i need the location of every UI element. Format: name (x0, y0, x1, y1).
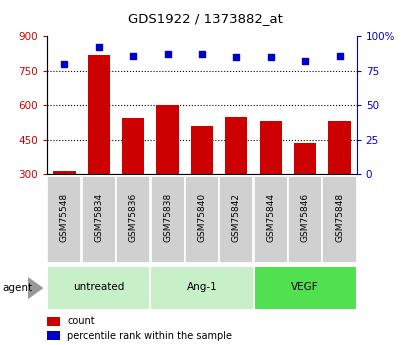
Point (61, 61, 67, 67)
Bar (328, 121, 350, 174)
Text: GSM75844: GSM75844 (265, 193, 274, 242)
Text: GSM75848: GSM75848 (334, 193, 343, 242)
Text: Ang-1: Ang-1 (186, 282, 217, 292)
Point (301, 58, 308, 64)
Bar (288, 176, 321, 263)
Bar (225, 117, 247, 174)
Text: count: count (67, 316, 94, 326)
Text: GSM75842: GSM75842 (231, 193, 240, 242)
Bar (322, 176, 356, 263)
Text: GSM75846: GSM75846 (300, 193, 309, 242)
Bar (156, 105, 178, 174)
Text: percentile rank within the sample: percentile rank within the sample (67, 331, 232, 341)
Bar (47, 176, 81, 263)
Bar (47, 317, 59, 326)
Point (130, 53, 136, 58)
Bar (81, 176, 115, 263)
Bar (190, 126, 213, 174)
Text: GSM75838: GSM75838 (163, 193, 172, 242)
Bar (53, 171, 75, 174)
Bar (219, 176, 253, 263)
Text: GSM75834: GSM75834 (94, 193, 103, 242)
Bar (253, 176, 287, 263)
Bar (253, 266, 356, 310)
Point (335, 53, 342, 58)
Bar (121, 118, 144, 174)
Point (198, 51, 204, 57)
Text: untreated: untreated (73, 282, 124, 292)
Bar (47, 266, 150, 310)
Point (164, 51, 171, 57)
Polygon shape (28, 277, 43, 299)
Bar (259, 121, 281, 174)
Point (267, 54, 273, 60)
Text: GSM75840: GSM75840 (197, 193, 206, 242)
Bar (88, 55, 110, 174)
Text: VEGF: VEGF (290, 282, 318, 292)
Bar (184, 176, 218, 263)
Bar (47, 331, 59, 341)
Point (95, 45, 102, 50)
Text: GDS1922 / 1373882_at: GDS1922 / 1373882_at (127, 12, 282, 25)
Bar (116, 176, 150, 263)
Bar (293, 143, 315, 174)
Text: agent: agent (2, 283, 32, 293)
Point (232, 54, 239, 60)
Bar (150, 266, 253, 310)
Text: GSM75836: GSM75836 (128, 193, 137, 242)
Bar (150, 176, 184, 263)
Text: GSM75548: GSM75548 (60, 193, 69, 242)
